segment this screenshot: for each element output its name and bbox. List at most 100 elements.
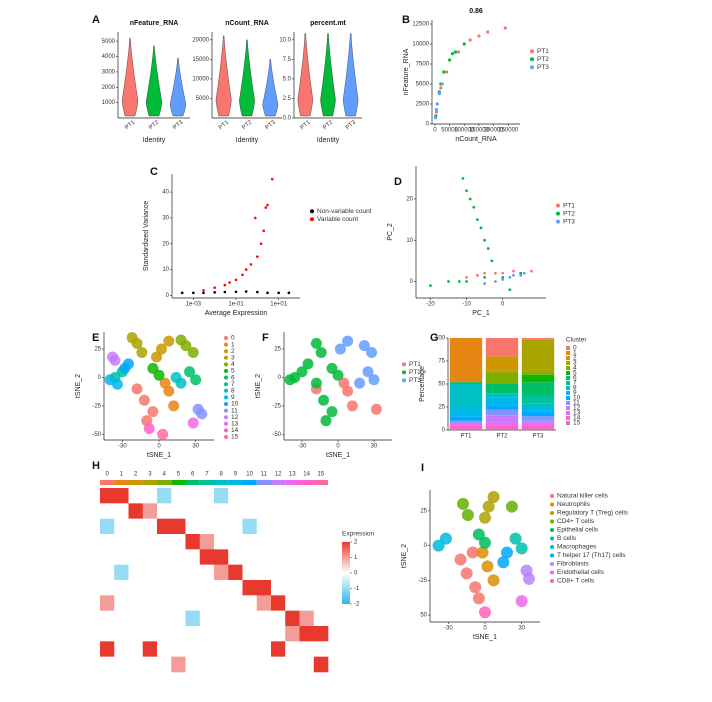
heat-cell bbox=[199, 656, 215, 673]
violin bbox=[169, 57, 187, 117]
heat-cell bbox=[142, 503, 158, 519]
point bbox=[262, 229, 266, 233]
heat-cell bbox=[171, 488, 186, 504]
y-tick-label: 7500 bbox=[416, 62, 430, 68]
legend-swatch bbox=[566, 371, 570, 375]
point bbox=[522, 271, 526, 275]
x-tick-label: 30 bbox=[192, 444, 199, 450]
heat-cell bbox=[100, 610, 115, 627]
legend-label: B cells bbox=[557, 535, 577, 542]
colorbar bbox=[342, 542, 350, 604]
heat-cell bbox=[185, 503, 201, 519]
heat-cell bbox=[142, 610, 158, 627]
heat-cell bbox=[214, 610, 229, 627]
point bbox=[487, 574, 500, 587]
heat-cell bbox=[242, 518, 258, 535]
heat-cell bbox=[171, 626, 186, 642]
legend-label: 8 bbox=[573, 385, 577, 392]
legend-label: 8 bbox=[231, 388, 235, 395]
bar-segment bbox=[485, 393, 519, 398]
heat-cell bbox=[157, 503, 172, 519]
panel-letter: I bbox=[421, 462, 424, 474]
heat-cell bbox=[114, 503, 129, 519]
heat-cell bbox=[142, 626, 158, 642]
point bbox=[244, 290, 248, 293]
point bbox=[192, 291, 195, 295]
x-axis-label: Identity bbox=[143, 137, 166, 144]
y-axis-label: Percentage bbox=[419, 366, 426, 402]
heat-cell bbox=[256, 626, 272, 642]
heat-cell bbox=[228, 626, 243, 642]
heat-cell bbox=[142, 564, 158, 581]
point bbox=[256, 290, 259, 294]
point bbox=[454, 553, 467, 566]
heat-cell bbox=[114, 518, 129, 535]
heat-cell bbox=[271, 626, 286, 642]
point bbox=[315, 346, 327, 358]
panel-letter: D bbox=[394, 176, 402, 188]
point bbox=[318, 394, 330, 406]
point bbox=[457, 280, 461, 283]
point bbox=[472, 528, 485, 541]
legend-label: Regulatory T (Treg) cells bbox=[557, 510, 629, 517]
heat-cell bbox=[100, 549, 115, 565]
point bbox=[155, 343, 167, 355]
point bbox=[483, 271, 487, 275]
heat-cell bbox=[185, 641, 201, 657]
legend-swatch bbox=[530, 49, 534, 54]
point bbox=[432, 539, 445, 552]
point bbox=[494, 280, 497, 283]
x-tick-label: PT2 bbox=[496, 434, 508, 440]
point bbox=[223, 290, 227, 294]
x-tick-label: 1e-01 bbox=[228, 302, 244, 308]
bar-segment bbox=[449, 422, 483, 426]
point bbox=[481, 560, 494, 573]
legend-label: PT1 bbox=[537, 48, 549, 55]
point bbox=[168, 400, 180, 412]
legend-label: PT3 bbox=[537, 64, 549, 71]
heat-cell bbox=[199, 488, 215, 504]
heat-cell bbox=[171, 503, 186, 519]
y-tick-label: -25 bbox=[92, 403, 101, 409]
legend-swatch bbox=[224, 369, 228, 373]
point bbox=[223, 283, 227, 287]
heat-cell bbox=[199, 549, 215, 565]
column-label: 6 bbox=[191, 472, 195, 478]
point bbox=[456, 50, 460, 54]
point bbox=[448, 58, 452, 62]
y-tick-label: 5000 bbox=[102, 39, 116, 45]
violin bbox=[320, 33, 336, 117]
point bbox=[461, 509, 474, 522]
legend-label: PT2 bbox=[563, 210, 575, 217]
heat-cell bbox=[142, 595, 158, 611]
panel-title: 0.86 bbox=[469, 8, 483, 15]
point bbox=[151, 351, 163, 363]
y-axis-label: PC_2 bbox=[387, 223, 394, 241]
point bbox=[515, 595, 528, 608]
point bbox=[334, 343, 346, 355]
violin bbox=[145, 45, 163, 117]
legend-label: PT1 bbox=[409, 361, 421, 368]
heat-cell bbox=[285, 534, 300, 550]
heat-cell bbox=[171, 656, 186, 673]
heat-cell bbox=[228, 610, 243, 627]
legend-label: 11 bbox=[573, 400, 580, 407]
point bbox=[434, 108, 438, 112]
column-label: 15 bbox=[318, 472, 325, 478]
heat-cell bbox=[100, 626, 115, 642]
point bbox=[477, 34, 481, 38]
heat-cell bbox=[242, 580, 258, 596]
point bbox=[515, 542, 528, 555]
heat-cell bbox=[313, 503, 329, 519]
heat-cell bbox=[228, 595, 243, 611]
heat-cell bbox=[214, 656, 229, 673]
point bbox=[326, 406, 338, 418]
bar-segment bbox=[485, 397, 519, 406]
heat-cell bbox=[214, 580, 229, 596]
panel-letter: E bbox=[92, 332, 99, 344]
point bbox=[244, 268, 248, 271]
point bbox=[264, 206, 268, 209]
violin bbox=[239, 39, 255, 117]
y-tick-label: 20000 bbox=[192, 37, 209, 43]
bar-segment bbox=[449, 420, 483, 423]
